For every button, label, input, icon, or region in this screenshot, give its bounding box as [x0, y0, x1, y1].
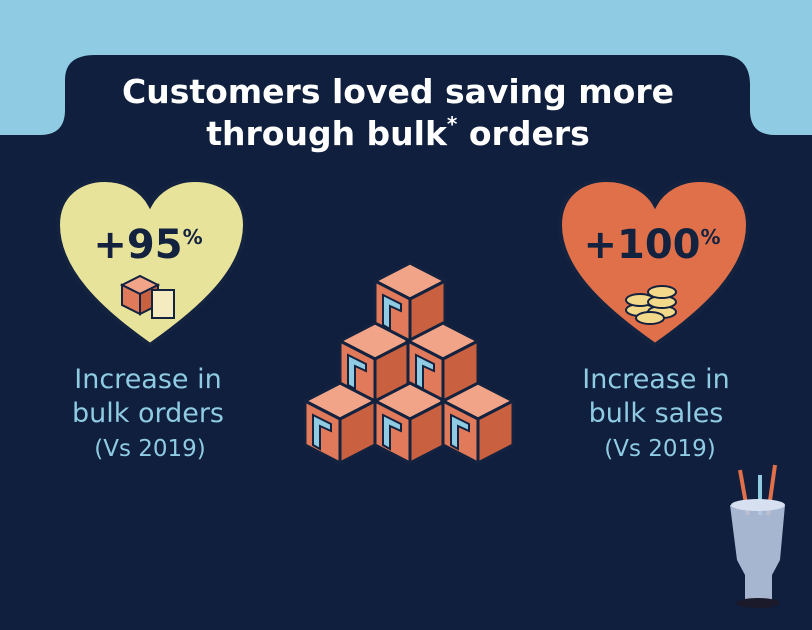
heart: [55, 177, 248, 348]
stat-value: +95%: [93, 222, 202, 268]
asterisk: *: [447, 112, 458, 136]
title-text: through bulk: [206, 114, 448, 153]
stat-caption: Increase in: [74, 364, 221, 395]
stat-unit: %: [183, 225, 203, 249]
title-line: through bulk* orders: [206, 112, 590, 153]
stat-unit: %: [700, 225, 720, 249]
stat-caption: (Vs 2019): [94, 436, 206, 462]
stat-number: +100: [583, 222, 700, 268]
stat-value: +100%: [583, 222, 720, 268]
stat-number: +95: [93, 222, 182, 268]
stat-caption: (Vs 2019): [604, 436, 716, 462]
cup: [730, 464, 785, 608]
stat-caption: bulk sales: [589, 398, 724, 429]
title-line: Customers loved saving more: [122, 72, 674, 111]
coins-icon: [625, 285, 677, 325]
heart: [557, 177, 751, 348]
stat-caption: bulk orders: [72, 398, 224, 429]
title-text: orders: [457, 114, 589, 153]
box-icon: [119, 274, 175, 319]
stat-caption: Increase in: [582, 364, 729, 395]
